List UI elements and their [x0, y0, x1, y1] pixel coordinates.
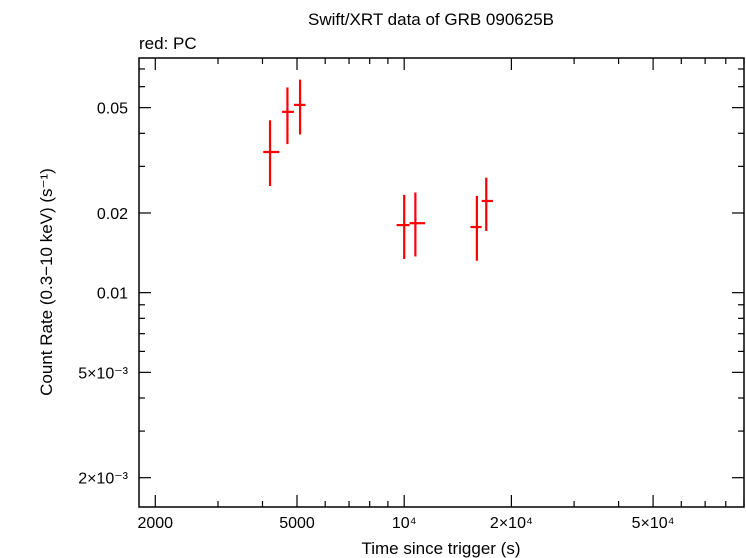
data-point	[293, 79, 306, 135]
y-tick-label: 0.02	[97, 206, 128, 223]
data-point	[396, 194, 410, 260]
data-point	[409, 192, 426, 257]
chart-title: Swift/XRT data of GRB 090625B	[308, 10, 554, 29]
y-tick-labels: 0.05 0.02 0.01 5×10⁻³ 2×10⁻³	[78, 101, 128, 488]
x-tick-label: 2000	[137, 515, 173, 532]
data-points	[263, 79, 493, 261]
x-tick-labels: 2000 5000 10⁴ 2×10⁴ 5×10⁴	[137, 515, 674, 532]
data-point	[481, 177, 493, 231]
plot-frame	[138, 57, 745, 508]
data-point	[282, 87, 294, 145]
y-axis-label: Count Rate (0.3−10 keV) (s⁻¹)	[37, 168, 56, 396]
y-tick-label: 0.05	[97, 101, 128, 118]
y-tick-label: 2×10⁻³	[78, 471, 128, 488]
y-tick-label: 0.01	[97, 286, 128, 303]
data-point	[263, 120, 280, 186]
data-point	[470, 195, 482, 261]
x-tick-label: 5×10⁴	[632, 515, 675, 532]
x-tick-label: 5000	[279, 515, 315, 532]
axis-ticks	[139, 58, 745, 507]
chart-subtitle: red: PC	[139, 34, 197, 53]
x-tick-label: 10⁴	[392, 515, 417, 532]
y-tick-label: 5×10⁻³	[78, 365, 128, 382]
x-axis-label: Time since trigger (s)	[361, 539, 520, 558]
x-tick-label: 2×10⁴	[490, 515, 533, 532]
